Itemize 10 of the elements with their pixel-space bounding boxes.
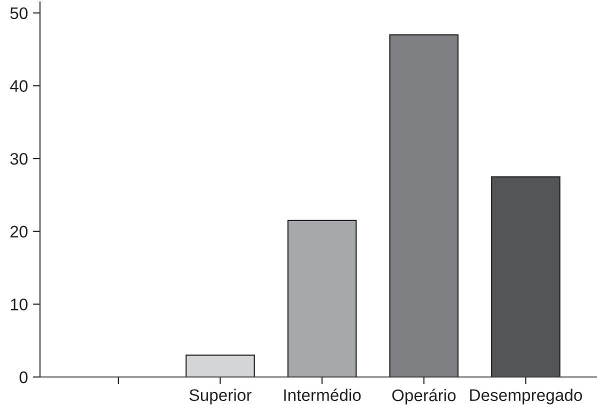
x-tick-label: Desempregado: [470, 388, 582, 404]
x-tick-label: Intermédio: [284, 388, 361, 402]
y-tick-label: 0: [20, 371, 28, 384]
y-tick-label: 10: [10, 298, 28, 310]
x-tick-label: Operário: [392, 388, 456, 405]
y-tick-label: 20: [10, 226, 28, 238]
y-tick-label: 50: [10, 7, 28, 20]
y-tick-label: 30: [10, 152, 28, 165]
y-tick-label: 40: [10, 80, 28, 92]
x-tick-label: Superior: [190, 388, 252, 404]
